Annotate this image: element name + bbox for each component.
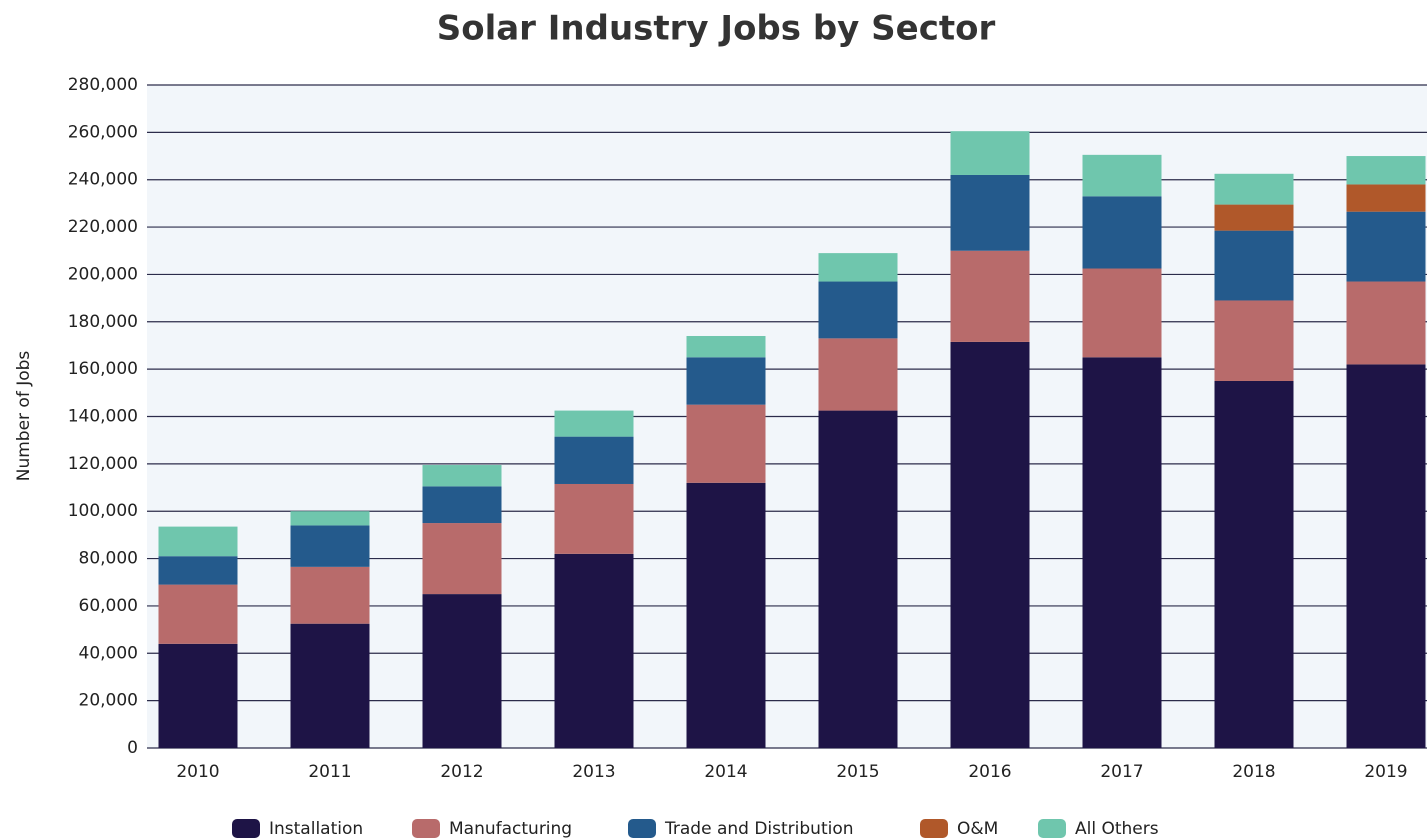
bar-segment bbox=[554, 410, 634, 437]
bar-segment bbox=[1346, 184, 1426, 212]
y-tick-label: 20,000 bbox=[79, 691, 138, 711]
bar-segment bbox=[554, 436, 634, 484]
bar-segment bbox=[422, 465, 502, 487]
y-tick-label: 60,000 bbox=[79, 596, 138, 616]
y-tick-label: 0 bbox=[127, 738, 138, 758]
chart-title: Solar Industry Jobs by Sector bbox=[437, 9, 996, 49]
bar-segment bbox=[158, 526, 238, 557]
x-tick-label: 2014 bbox=[704, 762, 747, 782]
y-tick-label: 140,000 bbox=[68, 407, 138, 427]
bar-segment bbox=[1346, 211, 1426, 282]
bar-segment bbox=[1214, 230, 1294, 301]
bar-segment bbox=[818, 410, 898, 748]
bar-segment bbox=[1082, 268, 1162, 358]
legend-swatch bbox=[232, 819, 260, 838]
bar-segment bbox=[686, 335, 766, 358]
y-tick-label: 40,000 bbox=[79, 643, 138, 663]
x-tick-label: 2015 bbox=[836, 762, 879, 782]
legend-label: Manufacturing bbox=[449, 819, 572, 839]
bar-segment bbox=[818, 281, 898, 339]
y-tick-label: 80,000 bbox=[79, 549, 138, 569]
bar-segment bbox=[1082, 196, 1162, 269]
bar-segment bbox=[422, 523, 502, 595]
y-tick-label: 220,000 bbox=[68, 217, 138, 237]
y-tick-label: 100,000 bbox=[68, 501, 138, 521]
legend-label: Installation bbox=[269, 819, 363, 839]
bar-segment bbox=[686, 404, 766, 483]
bar-segment bbox=[290, 525, 370, 567]
bar-segment bbox=[1214, 300, 1294, 381]
bar-segment bbox=[1082, 154, 1162, 197]
bar-segment bbox=[950, 174, 1030, 251]
bar-segment bbox=[290, 511, 370, 526]
x-tick-label: 2017 bbox=[1100, 762, 1143, 782]
bar-segment bbox=[686, 357, 766, 405]
legend-swatch bbox=[1038, 819, 1066, 838]
bar-segment bbox=[950, 131, 1030, 175]
bar-segment bbox=[290, 623, 370, 748]
legend-swatch bbox=[412, 819, 440, 838]
bar-segment bbox=[1346, 281, 1426, 365]
x-tick-label: 2013 bbox=[572, 762, 615, 782]
bar-segment bbox=[158, 556, 238, 585]
x-tick-label: 2016 bbox=[968, 762, 1011, 782]
bar-segment bbox=[158, 643, 238, 748]
bar-segment bbox=[950, 341, 1030, 748]
bar-segment bbox=[1082, 357, 1162, 748]
bar-segment bbox=[818, 338, 898, 411]
y-tick-label: 120,000 bbox=[68, 454, 138, 474]
x-tick-label: 2010 bbox=[176, 762, 219, 782]
bar-segment bbox=[686, 482, 766, 748]
bar-segment bbox=[1346, 156, 1426, 185]
bar-segment bbox=[1214, 173, 1294, 205]
legend-label: O&M bbox=[957, 819, 998, 839]
bar-segment bbox=[554, 553, 634, 748]
y-tick-label: 200,000 bbox=[68, 264, 138, 284]
legend-swatch bbox=[628, 819, 656, 838]
bar-segment bbox=[290, 566, 370, 624]
y-tick-label: 280,000 bbox=[68, 75, 138, 95]
bar-segment bbox=[158, 584, 238, 644]
bar-segment bbox=[554, 483, 634, 554]
bar-segment bbox=[1346, 364, 1426, 748]
x-tick-label: 2018 bbox=[1232, 762, 1275, 782]
bar-segment bbox=[1214, 380, 1294, 748]
legend-label: Trade and Distribution bbox=[664, 819, 854, 839]
y-tick-label: 260,000 bbox=[68, 122, 138, 142]
bar-segment bbox=[1214, 204, 1294, 231]
bar-segment bbox=[422, 594, 502, 748]
x-tick-label: 2012 bbox=[440, 762, 483, 782]
x-tick-label: 2019 bbox=[1364, 762, 1407, 782]
y-tick-label: 160,000 bbox=[68, 359, 138, 379]
bar-segment bbox=[950, 250, 1030, 342]
y-tick-label: 240,000 bbox=[68, 170, 138, 190]
x-tick-label: 2011 bbox=[308, 762, 351, 782]
legend-swatch bbox=[920, 819, 948, 838]
bar-segment bbox=[422, 486, 502, 524]
y-tick-label: 180,000 bbox=[68, 312, 138, 332]
legend-label: All Others bbox=[1075, 819, 1159, 839]
y-axis-label: Number of Jobs bbox=[14, 351, 34, 482]
bar-segment bbox=[818, 253, 898, 282]
